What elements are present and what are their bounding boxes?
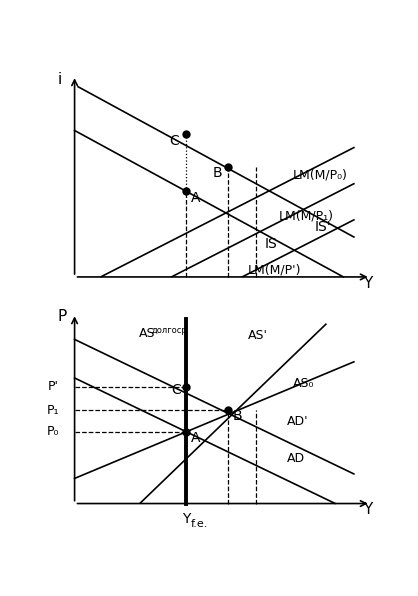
Text: LM(M/P₁): LM(M/P₁) — [278, 210, 334, 223]
Text: P': P' — [48, 380, 59, 393]
Text: IS': IS' — [315, 221, 331, 234]
Text: P₀: P₀ — [47, 426, 59, 438]
Text: Y: Y — [182, 513, 191, 526]
Text: AD': AD' — [287, 415, 308, 427]
Text: Y: Y — [363, 502, 372, 517]
Text: AS': AS' — [248, 328, 268, 342]
Text: Y: Y — [363, 277, 372, 291]
Text: B: B — [213, 166, 222, 180]
Text: A: A — [191, 431, 200, 445]
Text: IS: IS — [265, 237, 277, 252]
Text: LM(M/P₀): LM(M/P₀) — [293, 168, 347, 181]
Text: долгоср: долгоср — [151, 326, 187, 335]
Text: i: i — [58, 72, 62, 86]
Text: A: A — [191, 191, 200, 205]
Text: AD: AD — [287, 452, 305, 465]
Text: B: B — [232, 409, 242, 423]
Text: AS: AS — [139, 327, 155, 340]
Text: C: C — [171, 383, 181, 397]
Text: f.e.: f.e. — [191, 519, 208, 529]
Text: LM(M/P'): LM(M/P') — [248, 263, 301, 276]
Text: C: C — [170, 134, 179, 148]
Text: P: P — [58, 309, 67, 324]
Text: P₁: P₁ — [47, 403, 59, 417]
Text: AS₀: AS₀ — [293, 377, 314, 390]
